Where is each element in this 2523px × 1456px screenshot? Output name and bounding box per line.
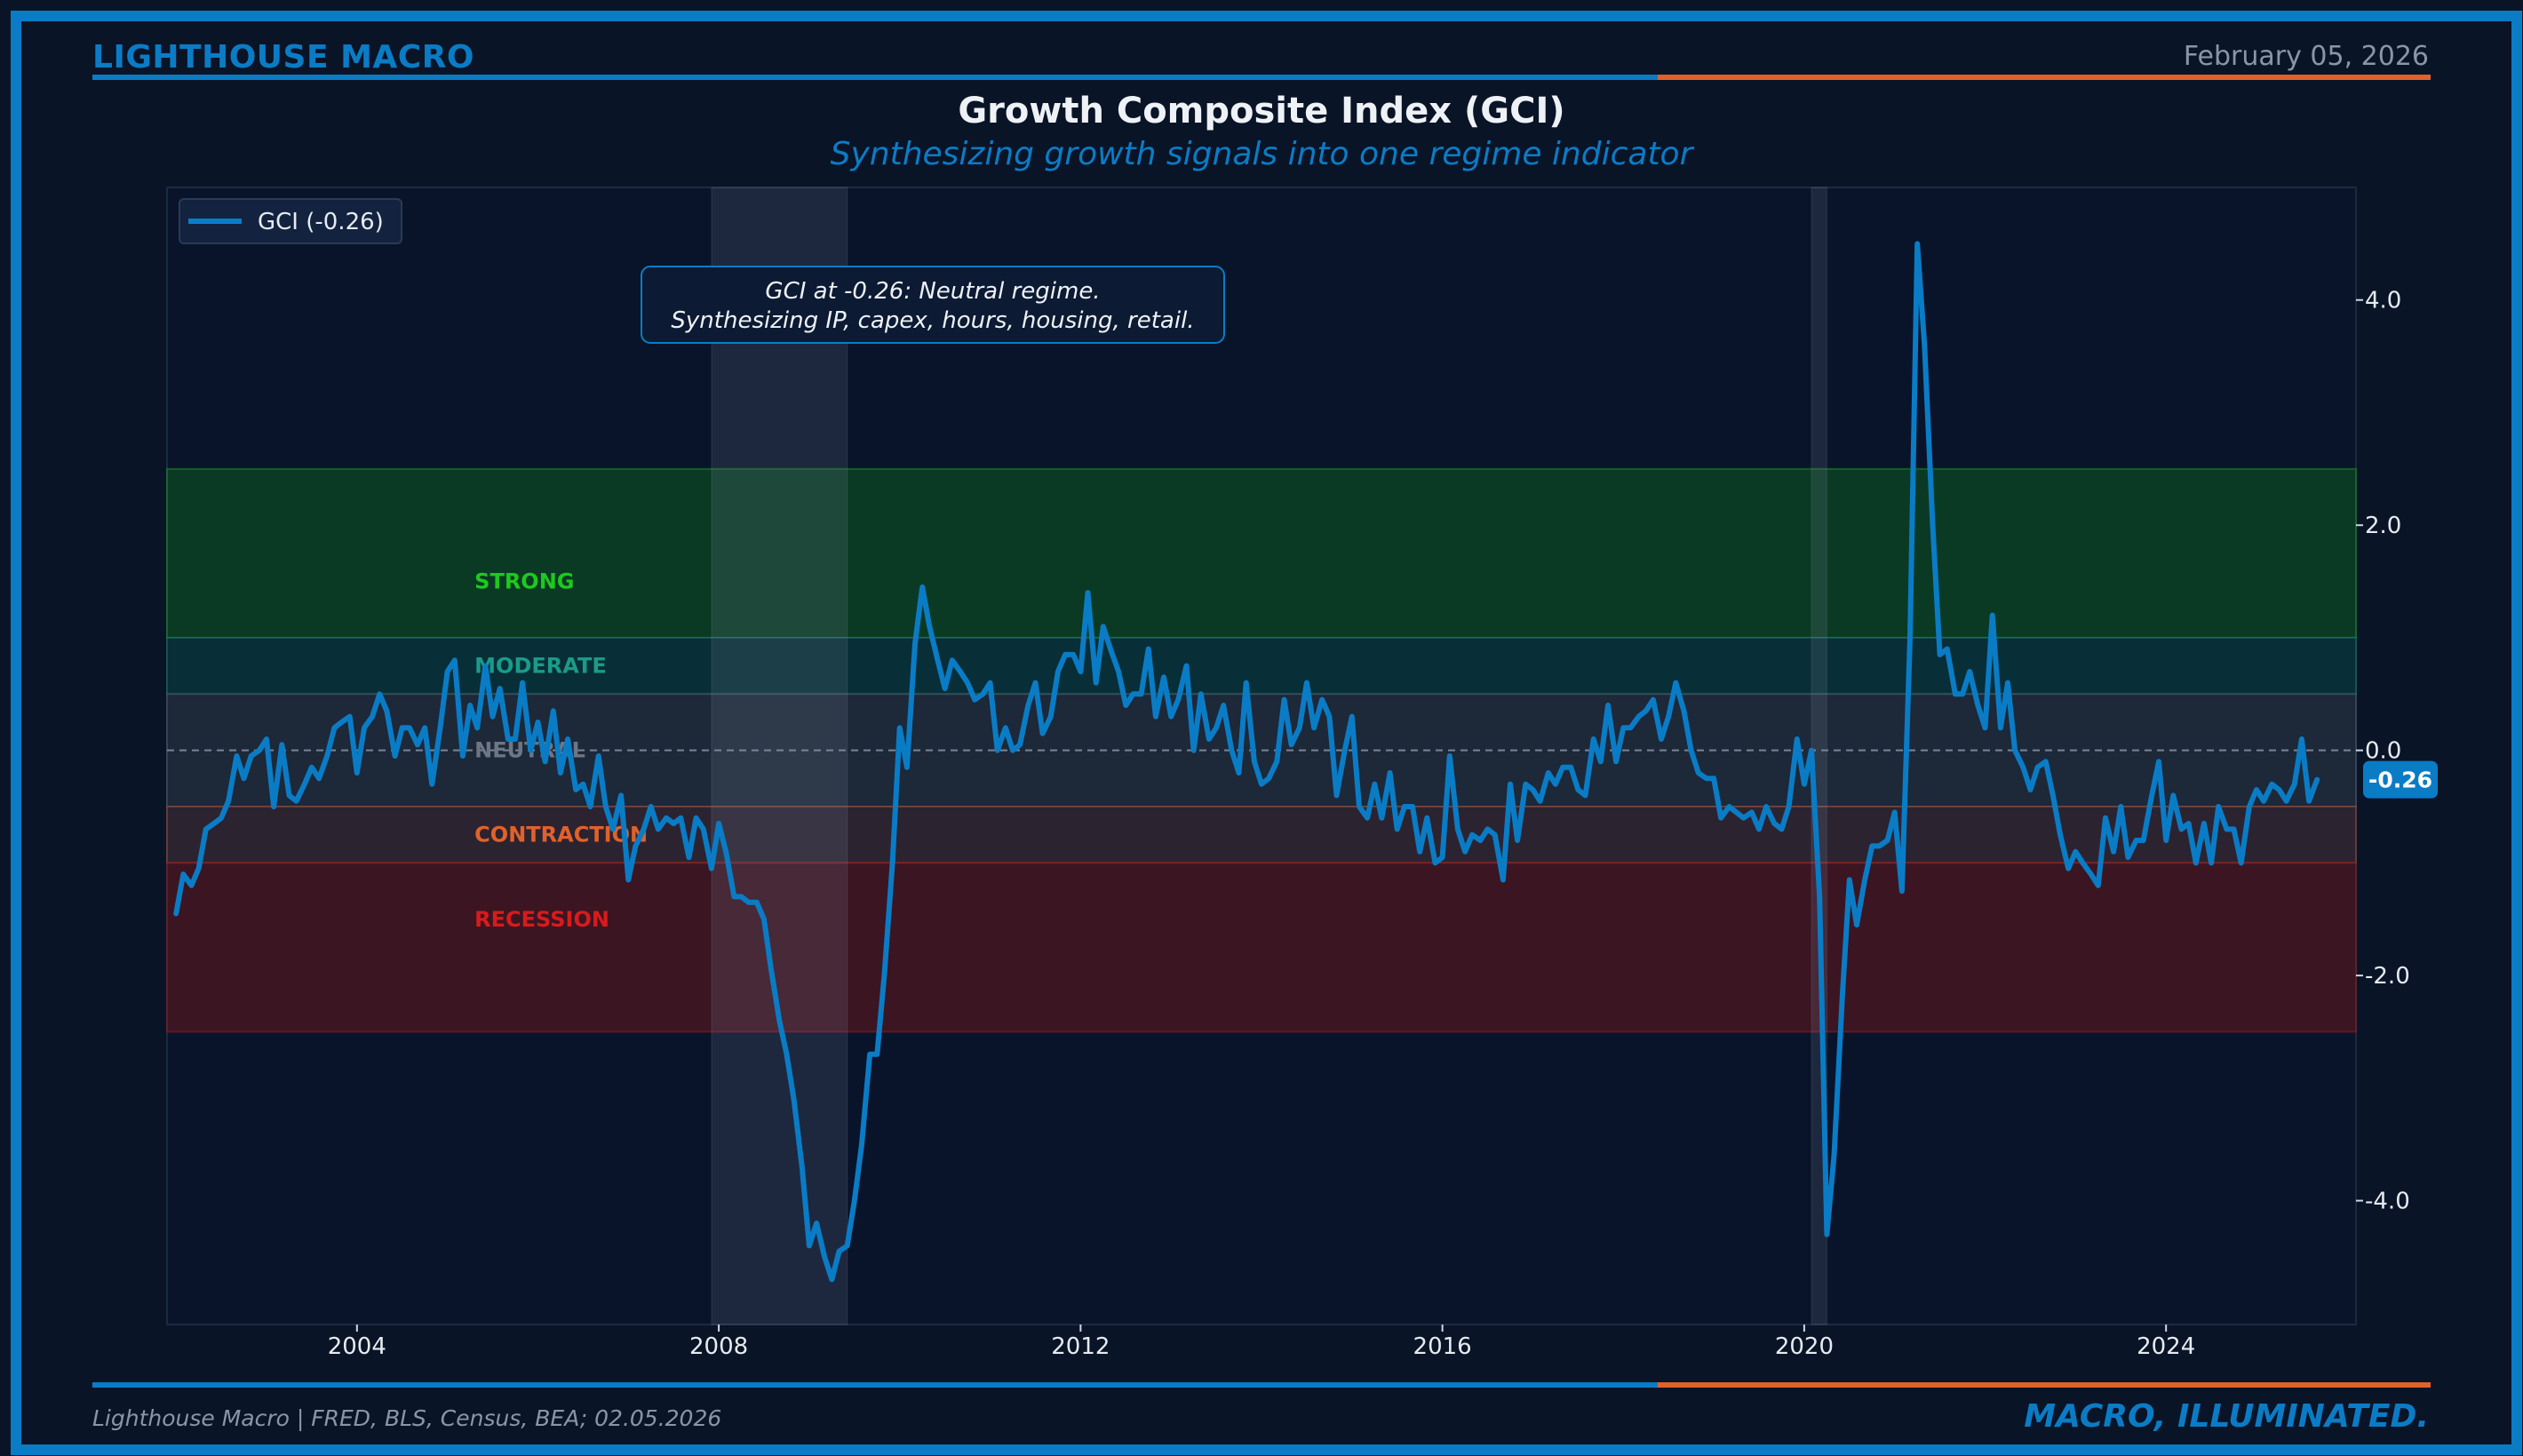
chart-subtitle: Synthesizing growth signals into one reg… xyxy=(830,136,1693,172)
recession-shade-1 xyxy=(711,187,848,1325)
regime-band-recession xyxy=(166,862,2357,1033)
brand-logo-text: LIGHTHOUSE MACRO xyxy=(92,39,475,76)
x-tick-label-2024: 2024 xyxy=(2137,1333,2195,1360)
x-tick-label-2020: 2020 xyxy=(1775,1333,1834,1360)
regime-label-contraction: CONTRACTION xyxy=(474,823,648,847)
legend-box xyxy=(179,198,402,244)
header-rule-orange xyxy=(1658,75,2431,80)
footer-rule-orange xyxy=(1658,1382,2431,1388)
footer-source: Lighthouse Macro | FRED, BLS, Census, BE… xyxy=(92,1405,722,1431)
legend-label: GCI (-0.26) xyxy=(258,209,384,235)
y-tick-label--2.0: -2.0 xyxy=(2365,963,2410,990)
header-rule-blue xyxy=(92,75,1658,80)
regime-band-strong xyxy=(166,467,2357,639)
outer-frame xyxy=(11,11,2522,1455)
annotation-box xyxy=(641,266,1225,344)
regime-label-moderate: MODERATE xyxy=(474,654,607,679)
y-tick-label-4.0: 4.0 xyxy=(2365,288,2401,314)
series-line-gci xyxy=(173,241,2320,1283)
x-tick-label-2016: 2016 xyxy=(1413,1333,1472,1360)
current-value-label: -0.26 xyxy=(2368,768,2432,793)
y-tick-label-2.0: 2.0 xyxy=(2365,513,2401,539)
x-tick-label-2012: 2012 xyxy=(1051,1333,1110,1360)
y-tick-label--4.0: -4.0 xyxy=(2365,1189,2410,1215)
regime-label-recession: RECESSION xyxy=(474,907,609,932)
regime-label-strong: STRONG xyxy=(474,569,574,594)
footer-tagline: MACRO, ILLUMINATED. xyxy=(2024,1398,2429,1435)
chart-title: Growth Composite Index (GCI) xyxy=(958,91,1565,131)
annotation-line-1: GCI at -0.26: Neutral regime. xyxy=(765,278,1100,305)
current-value-badge xyxy=(2363,760,2438,799)
annotation-line-2: Synthesizing IP, capex, hours, housing, … xyxy=(671,307,1194,334)
x-tick-label-2004: 2004 xyxy=(328,1333,386,1360)
report-date: February 05, 2026 xyxy=(2183,41,2429,72)
x-tick-label-2008: 2008 xyxy=(689,1333,748,1360)
y-tick-label-0.0: 0.0 xyxy=(2365,738,2401,765)
footer-rule-blue xyxy=(92,1382,1658,1388)
